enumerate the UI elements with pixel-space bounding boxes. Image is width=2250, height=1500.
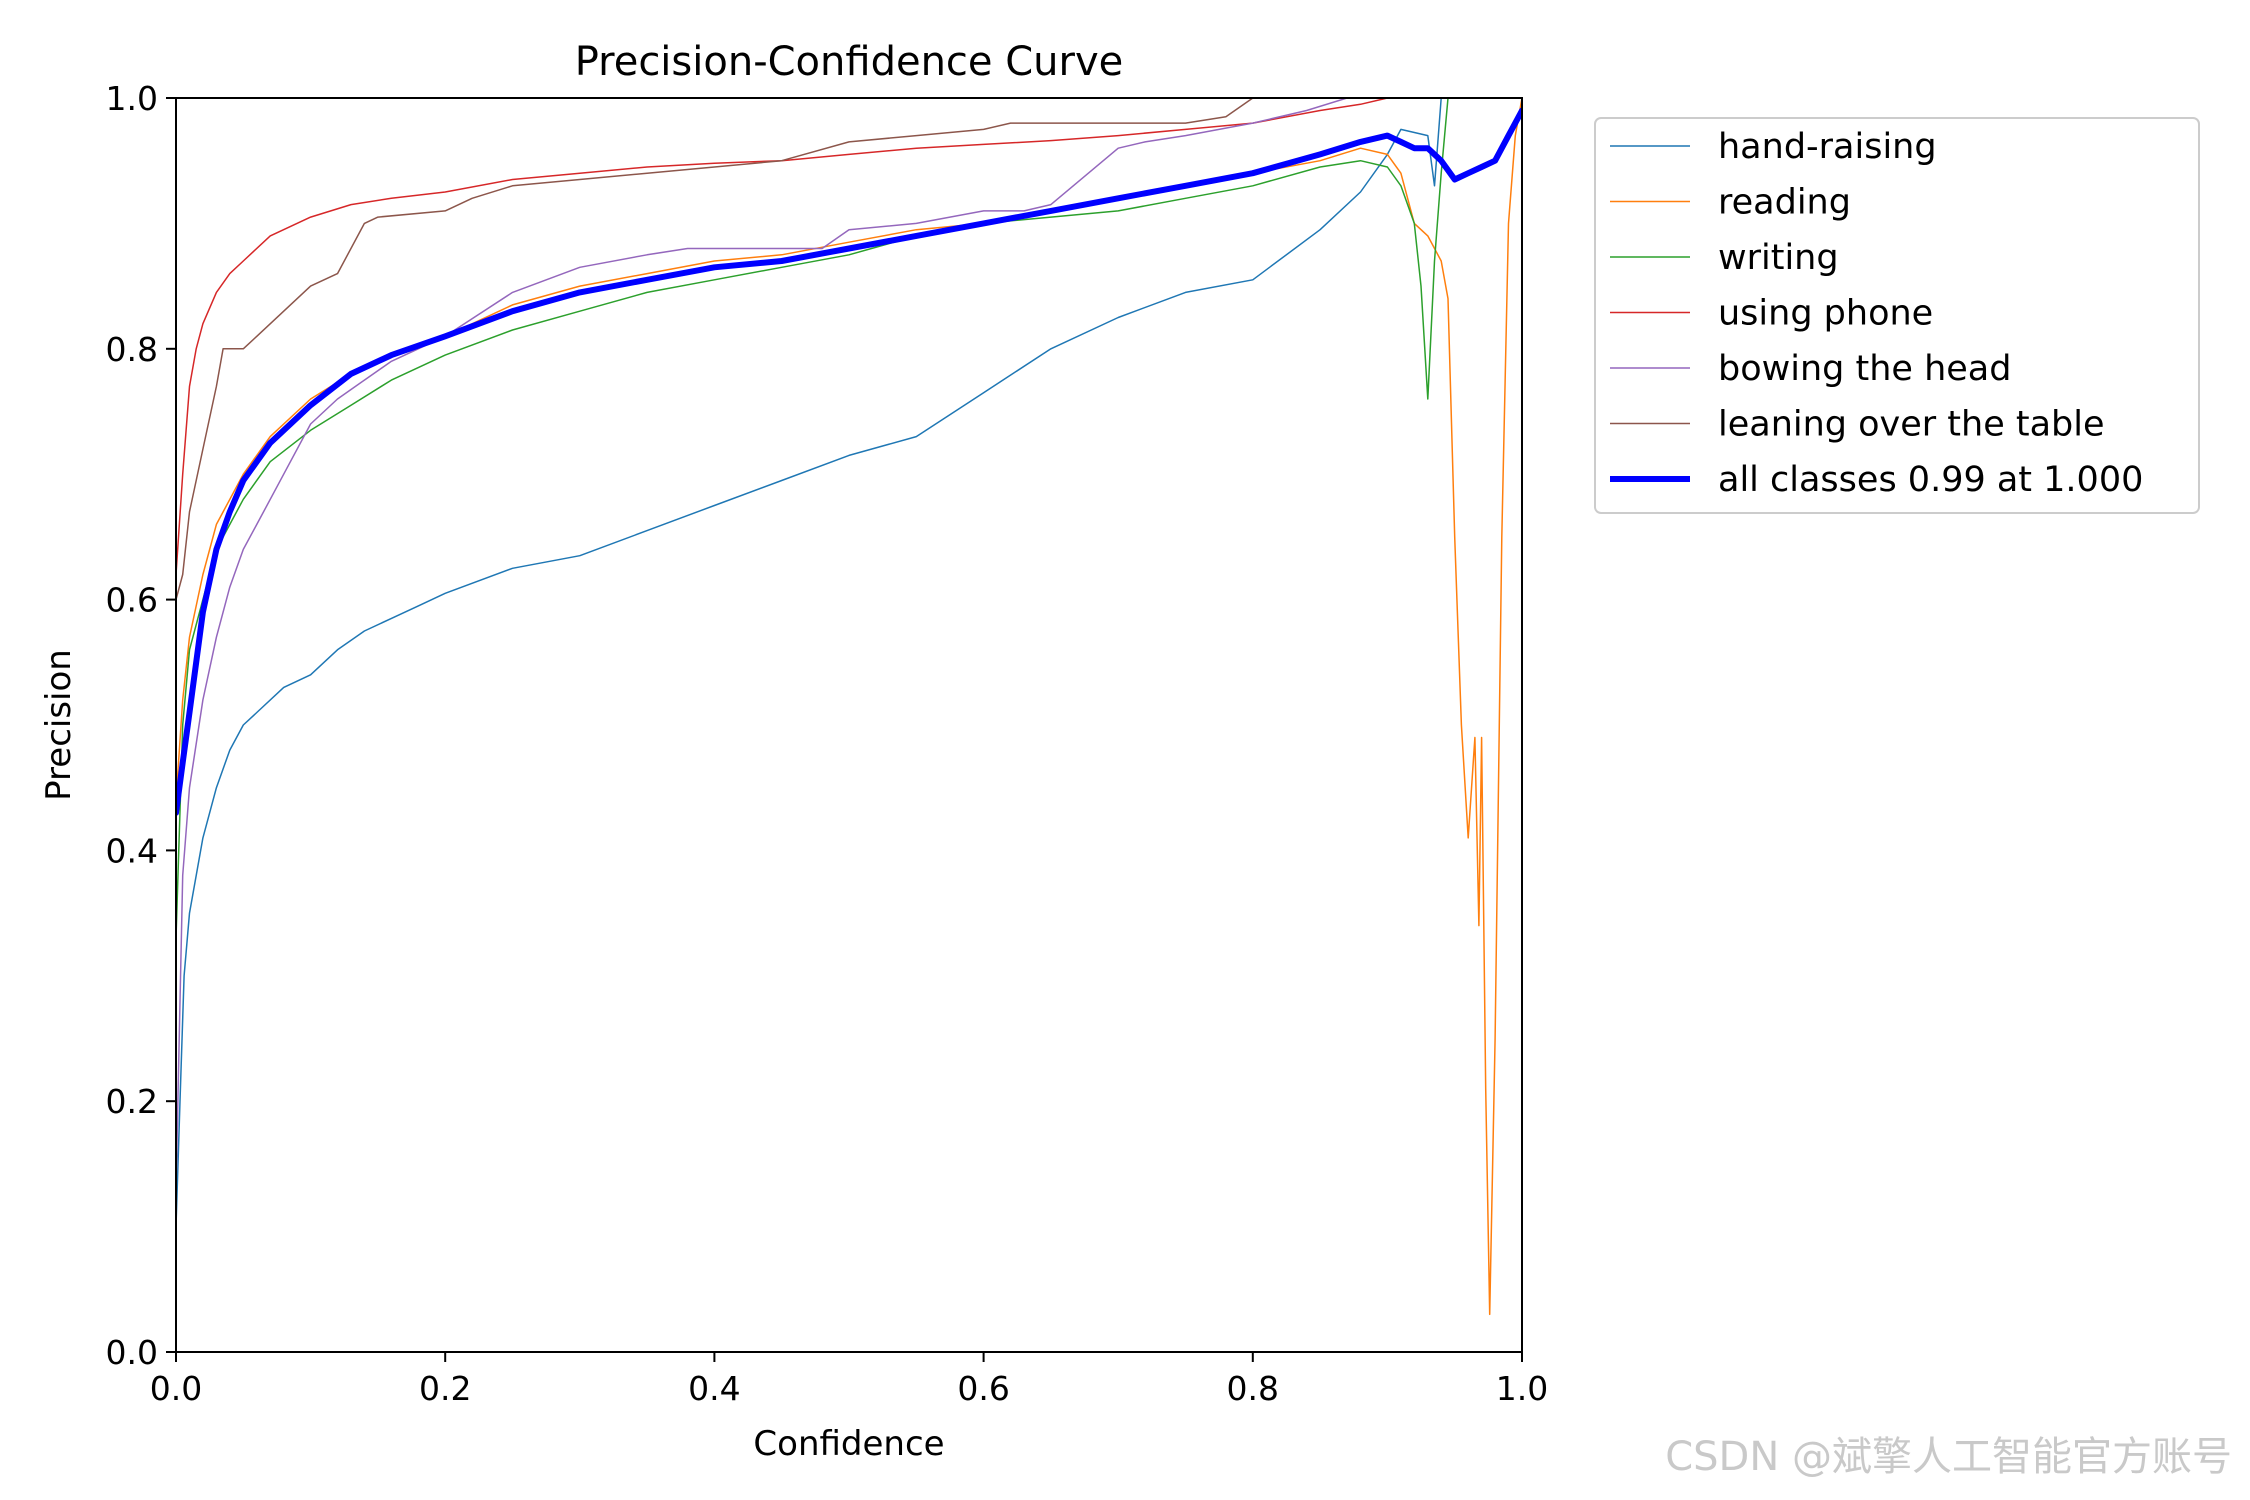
y-tick-label: 0.2	[106, 1082, 158, 1121]
x-tick-label: 1.0	[1496, 1369, 1548, 1408]
legend-label: writing	[1718, 238, 1839, 278]
series-line-reading	[176, 98, 1522, 1316]
plot-area	[175, 97, 1523, 1353]
y-tick-label: 1.0	[106, 79, 158, 118]
series-lines	[176, 98, 1522, 1316]
x-axis-ticks: 0.0 0.2 0.4 0.6 0.8 1.0	[150, 1352, 1548, 1408]
y-axis-label: Precision	[39, 649, 79, 801]
chart-title: Precision-Confidence Curve	[575, 39, 1124, 85]
x-axis-label: Confidence	[753, 1424, 944, 1464]
legend-label: leaning over the table	[1718, 405, 2105, 445]
x-tick-label: 0.2	[419, 1369, 471, 1408]
legend-label: bowing the head	[1718, 349, 2011, 389]
plot-frame	[175, 97, 1523, 1353]
series-line-all-classes-0-99-at-1-000	[176, 107, 1522, 816]
y-tick-label: 0.4	[106, 831, 158, 870]
y-tick-label: 0.6	[106, 581, 158, 620]
legend-label: using phone	[1718, 294, 1933, 334]
watermark: CSDN @斌擎人工智能官方账号	[1665, 1434, 2232, 1480]
x-tick-label: 0.6	[957, 1369, 1009, 1408]
legend-label: reading	[1718, 183, 1851, 223]
y-tick-label: 0.8	[106, 330, 158, 369]
x-tick-label: 0.0	[150, 1369, 202, 1408]
series-line-leaning-over-the-table	[176, 98, 1268, 601]
series-line-writing	[176, 98, 1522, 939]
y-tick-label: 0.0	[106, 1333, 158, 1372]
series-line-hand-raising	[176, 98, 1442, 1228]
legend-box	[1594, 117, 2200, 514]
x-tick-label: 0.8	[1227, 1369, 1279, 1408]
legend-label: hand-raising	[1718, 127, 1937, 167]
legend: hand-raising reading writing using phone bow…	[1594, 117, 2200, 514]
y-axis-ticks: 0.0 0.2 0.4 0.6 0.8 1.0	[106, 79, 176, 1372]
series-line-bowing-the-head	[176, 98, 1362, 1190]
x-tick-label: 0.4	[688, 1369, 740, 1408]
series-line-using-phone	[176, 98, 1402, 576]
legend-label: all classes 0.99 at 1.000	[1718, 460, 2143, 500]
